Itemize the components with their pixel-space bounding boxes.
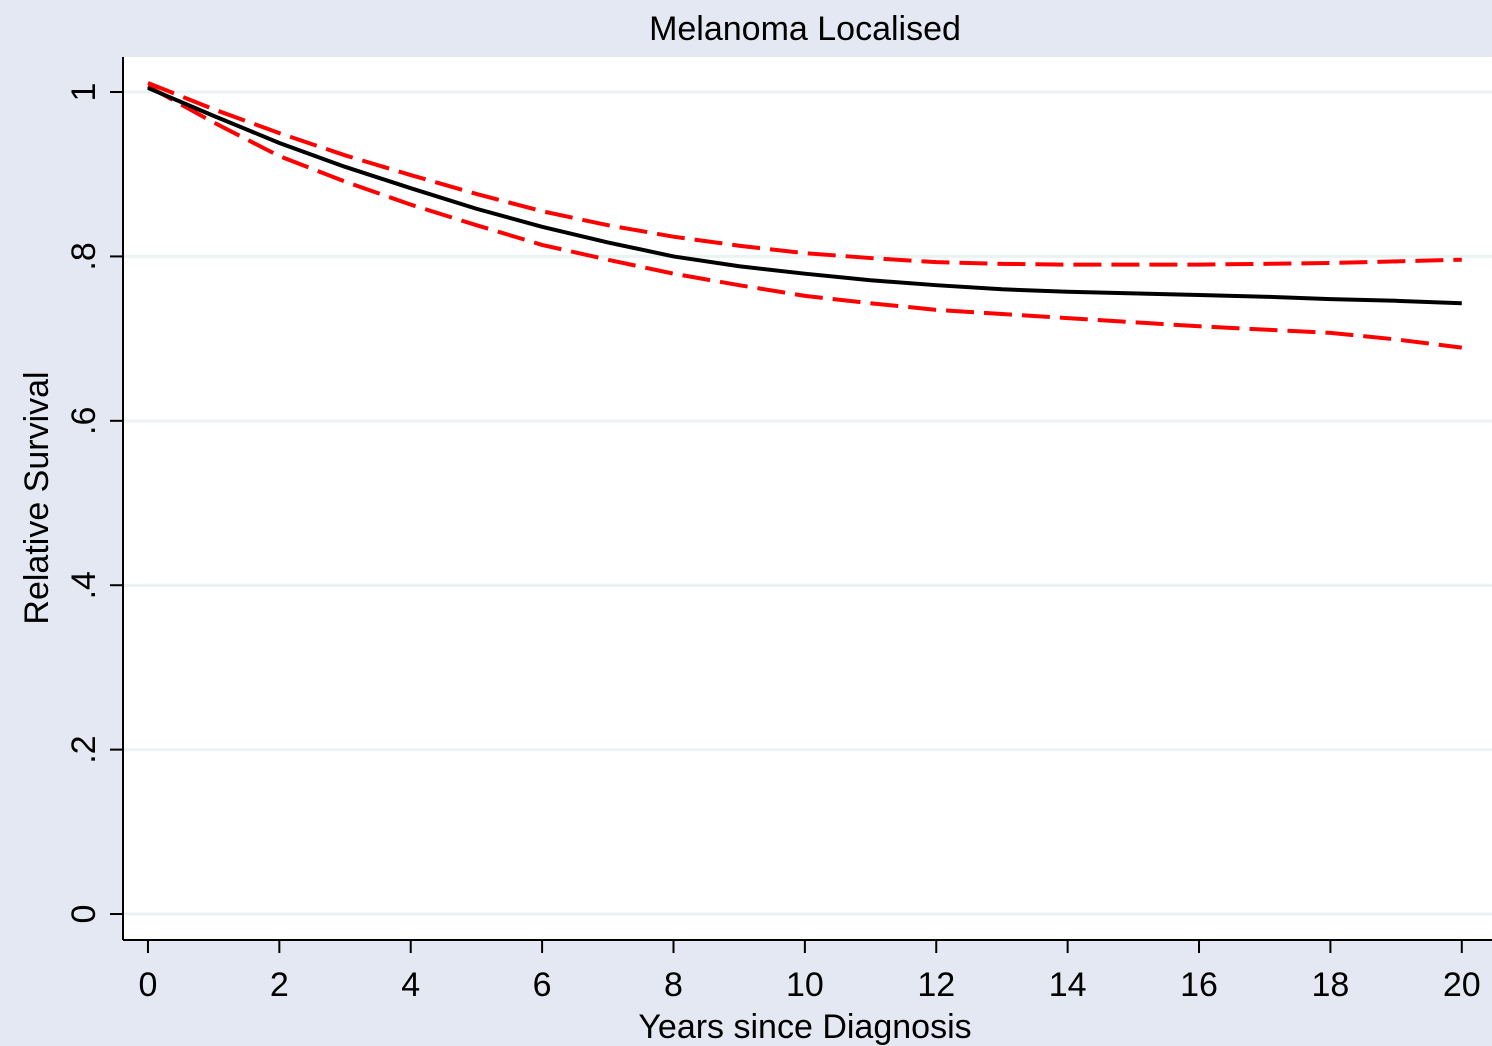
plot-area — [123, 57, 1492, 940]
x-axis-title: Years since Diagnosis — [638, 1008, 971, 1046]
x-tick-label: 6 — [533, 966, 552, 1004]
y-tick-label: .8 — [65, 242, 103, 270]
x-tick-label: 14 — [1049, 966, 1087, 1004]
series-line — [146, 84, 1463, 350]
y-tick-label: 1 — [65, 83, 103, 102]
x-tick-label: 2 — [270, 966, 289, 1004]
x-tick-label: 16 — [1180, 966, 1218, 1004]
y-tick-label: 0 — [65, 905, 103, 924]
y-axis-title: Relative Survival — [18, 371, 56, 624]
x-tick-label: 18 — [1311, 966, 1349, 1004]
y-tick-label: .4 — [65, 571, 103, 599]
x-tick-label: 20 — [1443, 966, 1481, 1004]
series-line — [147, 81, 1462, 267]
x-tick-label: 10 — [786, 966, 824, 1004]
series-line — [147, 86, 1462, 306]
chart-title: Melanoma Localised — [649, 10, 961, 48]
x-tick-label: 4 — [401, 966, 420, 1004]
x-tick-label: 0 — [139, 966, 158, 1004]
x-tick-label: 12 — [917, 966, 955, 1004]
y-tick-label: .2 — [65, 735, 103, 763]
y-tick-label: .6 — [65, 407, 103, 435]
x-tick-label: 8 — [664, 966, 683, 1004]
